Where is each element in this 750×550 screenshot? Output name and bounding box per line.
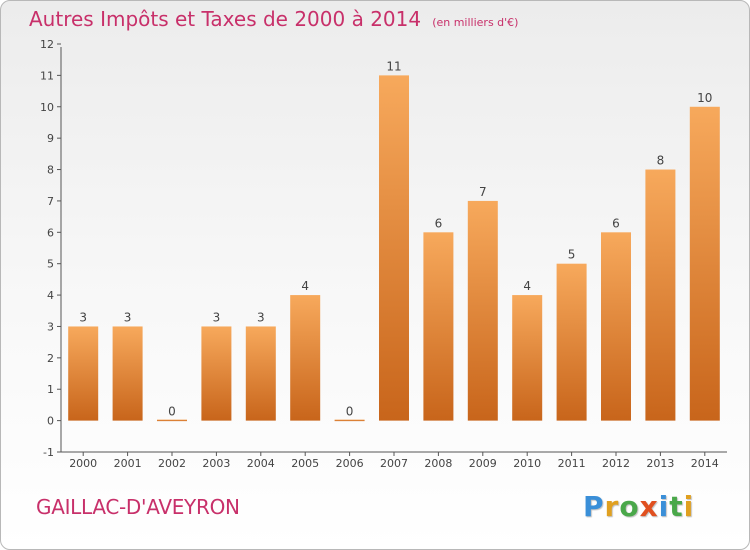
y-tick-label: 5: [47, 258, 54, 271]
y-tick-label: 8: [47, 164, 54, 177]
bar-value-label: 3: [213, 310, 221, 324]
y-tick-label: -1: [43, 446, 54, 459]
logo-letter: i: [683, 490, 695, 523]
bar-value-label: 6: [612, 216, 620, 230]
x-tick-label: 2003: [202, 457, 230, 470]
x-tick-label: 2002: [158, 457, 186, 470]
bar: [112, 326, 143, 421]
bar: [379, 75, 409, 421]
bar-value-label: 0: [346, 405, 354, 419]
logo-letter: t: [669, 490, 684, 523]
x-tick-label: 2006: [336, 457, 364, 470]
y-tick-label: 7: [47, 195, 54, 208]
x-tick-label: 2013: [646, 457, 674, 470]
bar-value-label: 7: [479, 185, 487, 199]
bar-value-label: 10: [697, 91, 712, 105]
bar: [601, 232, 631, 421]
y-tick-label: 11: [40, 69, 54, 82]
logo-letter: x: [639, 490, 659, 523]
x-tick-label: 2012: [602, 457, 630, 470]
logo-letter: r: [604, 490, 620, 523]
chart-title-block: Autres Impôts et Taxes de 2000 à 2014 (e…: [29, 7, 518, 31]
bar-value-label: 11: [386, 59, 401, 73]
y-tick-label: 1: [47, 383, 54, 396]
x-tick-label: 2004: [247, 457, 275, 470]
bar: [68, 326, 99, 421]
bar-value-label: 5: [568, 248, 576, 262]
bar: [467, 200, 498, 421]
logo-letter: P: [583, 490, 605, 523]
x-tick-label: 2008: [424, 457, 452, 470]
logo-letter: o: [619, 490, 640, 523]
bar-value-label: 6: [435, 216, 443, 230]
bar: [689, 106, 720, 421]
bar: [245, 326, 276, 421]
bar: [645, 169, 676, 421]
x-tick-label: 2011: [558, 457, 586, 470]
bar-value-label: 3: [257, 310, 265, 324]
bar: [334, 419, 365, 422]
x-tick-label: 2005: [291, 457, 319, 470]
bar-value-label: 4: [523, 279, 531, 293]
x-tick-label: 2009: [469, 457, 497, 470]
y-tick-label: 6: [47, 226, 54, 239]
chart-title: Autres Impôts et Taxes de 2000 à 2014: [29, 7, 422, 31]
y-tick-label: 4: [47, 289, 54, 302]
y-tick-label: 10: [40, 101, 54, 114]
y-tick-label: 9: [47, 132, 54, 145]
y-tick-label: 3: [47, 320, 54, 333]
bar: [423, 232, 454, 421]
x-tick-label: 2007: [380, 457, 408, 470]
bar: [556, 263, 587, 421]
x-tick-label: 2014: [691, 457, 719, 470]
y-tick-label: 0: [47, 415, 54, 428]
bar: [201, 326, 232, 421]
commune-name: GAILLAC-D'AVEYRON: [36, 495, 240, 519]
bar: [290, 295, 321, 421]
x-tick-label: 2010: [513, 457, 541, 470]
unit-note: (en milliers d'€): [432, 16, 519, 29]
bar-value-label: 8: [657, 154, 665, 168]
bar: [512, 295, 543, 421]
proxiti-logo[interactable]: Proxiti: [583, 490, 694, 523]
bar-value-label: 0: [168, 405, 176, 419]
y-tick-label: 2: [47, 352, 54, 365]
x-tick-label: 2001: [114, 457, 142, 470]
x-tick-label: 2000: [69, 457, 97, 470]
y-tick-label: 12: [40, 38, 54, 51]
bar-value-label: 3: [79, 310, 87, 324]
bar-value-label: 3: [124, 310, 132, 324]
logo-letter: i: [658, 490, 670, 523]
bar-value-label: 4: [301, 279, 309, 293]
bar: [157, 419, 187, 422]
